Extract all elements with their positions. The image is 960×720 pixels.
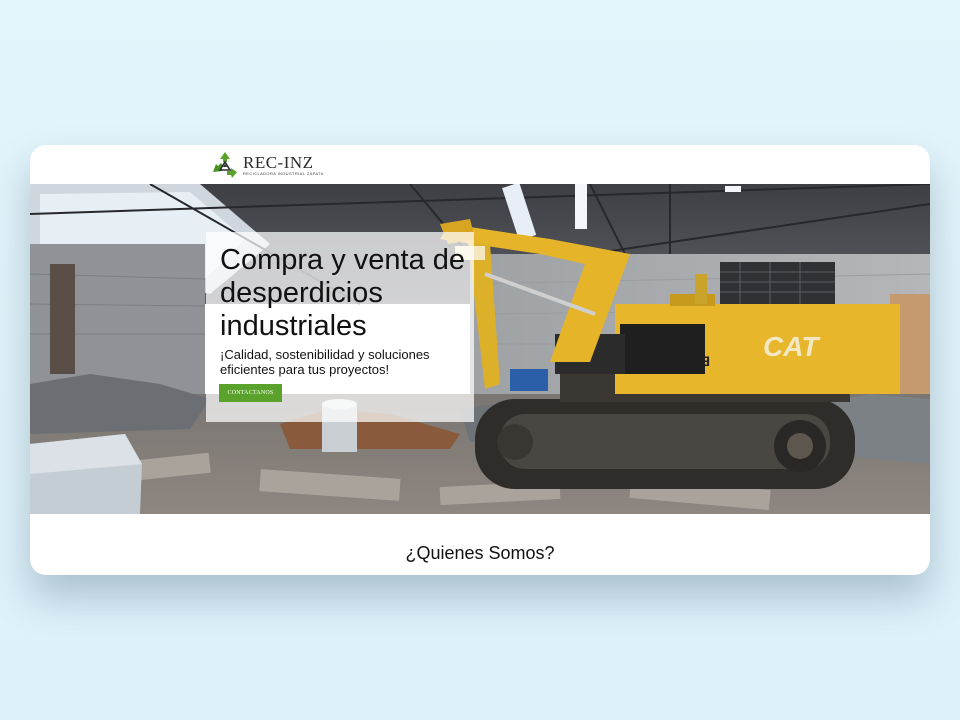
hero-overlay: Compra y venta de desperdicios industria… xyxy=(206,232,474,422)
excavator-brand: CAT xyxy=(763,331,821,362)
hero-title: Compra y venta de desperdicios industria… xyxy=(220,244,466,342)
hero-banner: EL240B CAT Compra y venta de desperd xyxy=(30,184,930,514)
hero-background-image: EL240B CAT xyxy=(30,184,930,514)
browser-card: REC-INZ RECICLADORA INDUSTRIAL ZAPATA xyxy=(30,145,930,575)
brand-tagline: RECICLADORA INDUSTRIAL ZAPATA xyxy=(243,170,324,176)
contact-button[interactable]: CONTACTANOS xyxy=(219,384,282,402)
brand-name: REC-INZ xyxy=(243,152,314,172)
site-logo[interactable]: REC-INZ RECICLADORA INDUSTRIAL ZAPATA xyxy=(210,149,324,181)
about-heading: ¿Quienes Somos? xyxy=(405,543,555,563)
hero-subtitle: ¡Calidad, sostenibilidad y soluciones ef… xyxy=(220,347,430,377)
site-header: REC-INZ RECICLADORA INDUSTRIAL ZAPATA xyxy=(30,145,930,184)
recycle-icon xyxy=(213,152,237,178)
excavator-model: EL240B xyxy=(659,353,710,369)
